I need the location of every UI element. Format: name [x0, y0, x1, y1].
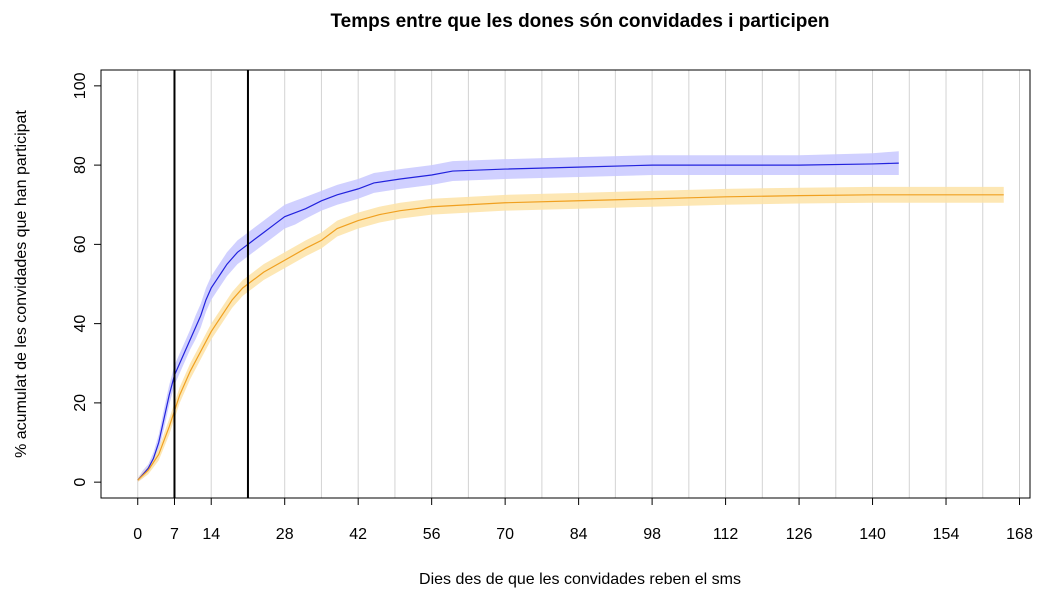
x-tick-label: 7: [170, 526, 179, 543]
y-tick-label: 20: [72, 394, 89, 412]
series-line: [137, 162, 899, 481]
x-tick-label: 112: [713, 526, 739, 543]
x-tick-label: 126: [786, 526, 813, 543]
series-line: [137, 194, 1004, 481]
x-tick-label: 42: [349, 526, 367, 543]
y-tick-label: 80: [72, 156, 89, 174]
x-tick-label: 28: [276, 526, 294, 543]
x-tick-label: 84: [570, 526, 588, 543]
chart-title: Temps entre que les dones són convidades…: [330, 11, 829, 32]
y-axis-label: % acumulat de les convidades que han par…: [13, 110, 30, 458]
x-tick-label: 168: [1006, 526, 1033, 543]
x-tick-label: 70: [496, 526, 514, 543]
x-tick-label: 14: [202, 526, 220, 543]
x-tick-label: 98: [643, 526, 661, 543]
y-tick-label: 0: [72, 478, 89, 487]
x-tick-label: 154: [933, 526, 960, 543]
plot-frame: [100, 69, 1031, 499]
x-axis-label: Dies des de que les convidades reben el …: [419, 571, 741, 588]
y-tick-label: 60: [72, 235, 89, 253]
y-tick-label: 100: [72, 72, 89, 99]
x-tick-label: 140: [859, 526, 886, 543]
y-tick-label: 40: [72, 315, 89, 333]
x-tick-label: 0: [133, 526, 142, 543]
x-tick-label: 56: [423, 526, 441, 543]
